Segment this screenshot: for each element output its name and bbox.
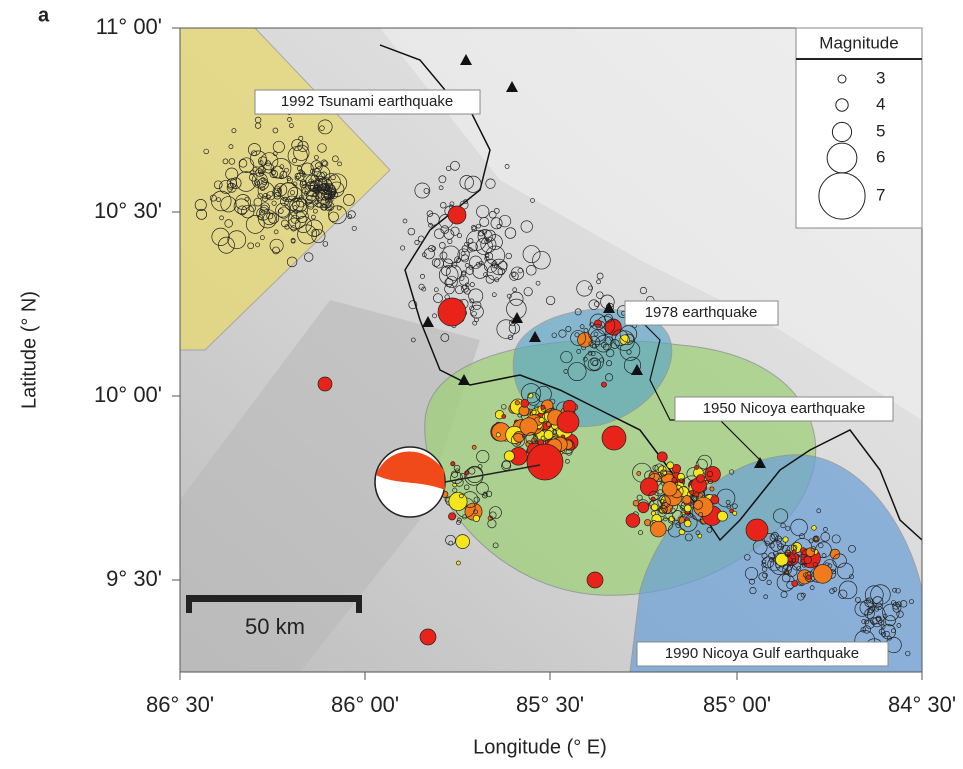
legend-label: 7: [876, 185, 885, 204]
legend-label: 5: [876, 121, 885, 140]
event: [699, 512, 703, 516]
event: [657, 452, 667, 462]
event: [448, 206, 466, 224]
event: [587, 572, 603, 588]
event: [605, 319, 621, 335]
event: [697, 474, 705, 482]
x-tick-label: 85° 00': [703, 692, 771, 717]
annotation: 1992 Tsunami earthquake: [281, 93, 453, 110]
event: [520, 418, 538, 436]
event: [717, 511, 727, 521]
x-tick-label: 86° 30': [146, 692, 214, 717]
event: [473, 515, 479, 521]
event: [451, 462, 455, 466]
y-tick-label: 9° 30': [106, 566, 162, 591]
event: [792, 580, 798, 586]
x-tick-label: 84° 30': [888, 692, 956, 717]
event: [792, 550, 796, 554]
annotation: 1990 Nicoya Gulf earthquake: [665, 645, 859, 662]
scale-end: [356, 595, 362, 613]
event: [663, 481, 678, 496]
event: [594, 320, 601, 327]
scale-bar: [186, 595, 362, 602]
legend-label: 6: [876, 147, 885, 166]
event: [683, 495, 691, 503]
event: [557, 411, 579, 433]
event: [694, 492, 699, 497]
event: [804, 556, 812, 564]
event: [544, 430, 553, 439]
event: [539, 417, 544, 422]
event: [651, 504, 658, 511]
legend-title: Magnitude: [819, 33, 898, 52]
panel-label: a: [38, 4, 50, 26]
event: [456, 535, 470, 549]
legend: Magnitude 3 4 5 6 7: [796, 28, 922, 228]
event: [449, 492, 467, 510]
y-tick-label: 10° 30': [94, 198, 162, 223]
event: [438, 298, 466, 326]
x-axis-label: Longitude (° E): [473, 736, 607, 758]
event: [806, 548, 815, 557]
event: [711, 496, 719, 504]
event: [515, 401, 519, 405]
event: [633, 500, 639, 506]
event: [472, 445, 476, 449]
event: [710, 487, 714, 491]
event: [694, 497, 713, 516]
event: [806, 575, 811, 580]
event: [667, 462, 674, 469]
event: [456, 561, 460, 565]
event: [420, 629, 436, 645]
x-tick-label: 85° 30': [516, 692, 584, 717]
event: [626, 514, 640, 528]
annotation: 1950 Nicoya earthquake: [703, 400, 866, 417]
event: [448, 513, 455, 520]
legend-label: 4: [876, 94, 885, 113]
event: [672, 477, 677, 482]
legend-label: 3: [876, 68, 885, 87]
event: [684, 505, 691, 512]
event: [783, 537, 788, 542]
event: [637, 471, 641, 475]
event: [733, 511, 737, 515]
annotation: 1978 earthquake: [645, 304, 758, 321]
event: [679, 529, 685, 535]
event: [521, 399, 529, 407]
event: [602, 426, 626, 450]
event: [541, 405, 545, 409]
event: [318, 377, 332, 391]
event: [812, 526, 817, 531]
event: [532, 410, 536, 414]
event: [502, 414, 506, 418]
event: [640, 478, 658, 496]
event: [690, 490, 694, 494]
event: [496, 433, 500, 437]
x-tick-label: 86° 00': [331, 692, 399, 717]
figure: 50 km a 1992 Tsunami earthquake 1978 ear…: [0, 0, 963, 764]
event: [684, 520, 691, 527]
event: [601, 382, 606, 387]
event: [638, 502, 649, 513]
y-tick-label: 11° 00': [96, 14, 162, 39]
event: [527, 444, 563, 480]
scale-end: [186, 595, 192, 613]
y-tick-label: 10° 00': [94, 382, 162, 407]
event: [776, 553, 789, 566]
y-axis-label: Latitude (° N): [18, 291, 40, 409]
event: [813, 565, 832, 584]
event: [746, 519, 768, 541]
scale-label: 50 km: [245, 614, 305, 639]
event: [650, 521, 666, 537]
event: [707, 471, 713, 477]
event: [695, 465, 699, 469]
event: [504, 451, 514, 461]
